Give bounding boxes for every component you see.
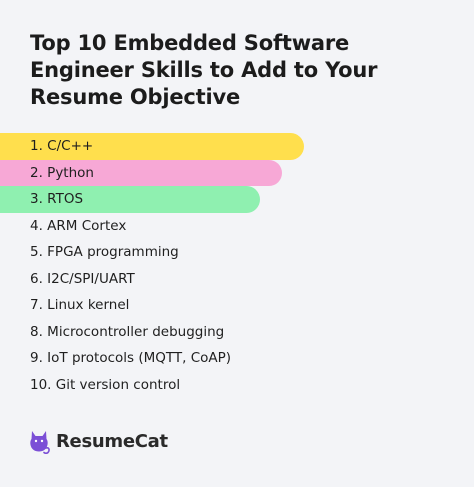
list-item: 4. ARM Cortex [0, 213, 474, 240]
skill-label: 2. Python [30, 164, 94, 181]
brand-name: ResumeCat [56, 430, 168, 452]
skill-label: 3. RTOS [30, 191, 84, 208]
skill-label: 9. IoT protocols (MQTT, CoAP) [30, 350, 232, 367]
skill-label: 1. C/C++ [30, 138, 94, 155]
skills-list: 1. C/C++ 2. Python 3. RTOS 4. ARM Cortex… [0, 133, 474, 398]
skill-label: 4. ARM Cortex [30, 217, 127, 234]
skill-label: 7. Linux kernel [30, 297, 130, 314]
list-item: 10. Git version control [0, 372, 474, 399]
list-item: 8. Microcontroller debugging [0, 319, 474, 346]
skill-label: 5. FPGA programming [30, 244, 179, 261]
list-item: 7. Linux kernel [0, 292, 474, 319]
list-item: 1. C/C++ [0, 133, 304, 160]
brand-logo: ResumeCat [28, 428, 168, 454]
skill-label: 6. I2C/SPI/UART [30, 270, 135, 287]
page-title: Top 10 Embedded Software Engineer Skills… [30, 31, 378, 109]
list-item: 2. Python [0, 159, 282, 186]
list-item: 9. IoT protocols (MQTT, CoAP) [0, 345, 474, 372]
list-item: 3. RTOS [0, 186, 260, 213]
skill-label: 8. Microcontroller debugging [30, 323, 225, 340]
skill-label: 10. Git version control [30, 376, 181, 393]
list-item: 6. I2C/SPI/UART [0, 266, 474, 293]
cat-icon [28, 428, 50, 454]
list-item: 5. FPGA programming [0, 239, 474, 266]
